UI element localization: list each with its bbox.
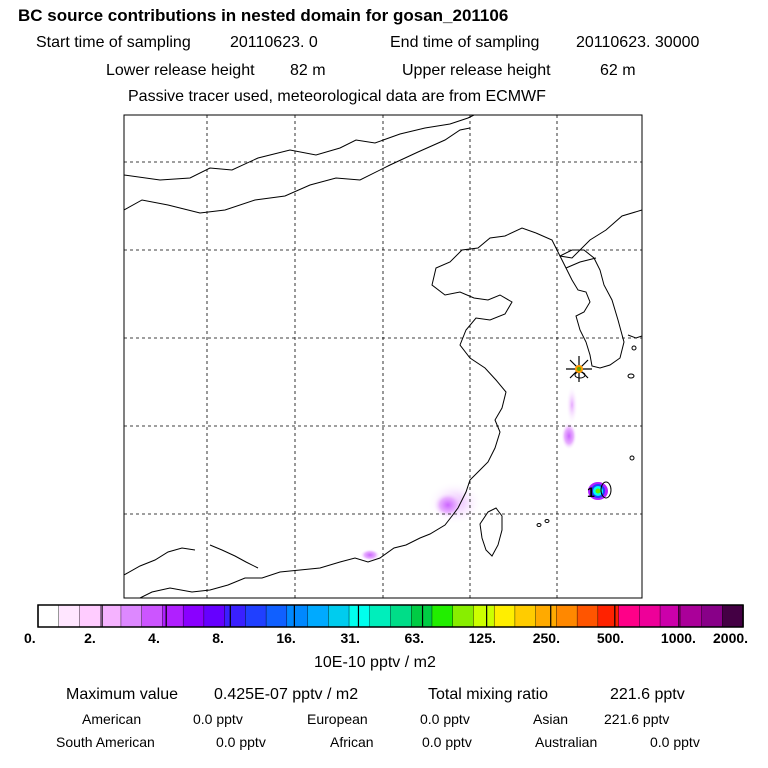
japan-fragment <box>627 334 642 339</box>
colorbar-cell <box>369 604 392 628</box>
colorbar-cell <box>493 604 516 628</box>
start-time-value: 20110623. 0 <box>230 34 318 51</box>
island-ryukyu-1 <box>600 481 612 499</box>
hainan-border <box>209 544 259 569</box>
colorbar-tick-label: 250. <box>532 630 560 646</box>
australian-value: 0.0 pptv <box>650 734 700 750</box>
colorbar-tick-label: 2000. <box>713 630 749 646</box>
island-5 <box>544 519 550 523</box>
colorbar-cell <box>203 604 226 628</box>
map-grid <box>124 115 642 598</box>
max-value-value: 0.425E-07 pptv / m2 <box>214 686 359 703</box>
lower-height-label: Lower release height <box>106 62 255 79</box>
max-value-marker: 1 <box>587 484 595 500</box>
total-mixing-value: 221.6 pptv <box>610 686 685 703</box>
asian-value: 221.6 pptv <box>604 711 670 727</box>
island-2 <box>627 373 635 379</box>
colorbar-cell <box>390 604 412 628</box>
colorbar-cell <box>535 604 558 628</box>
plume-korea-strait-2 <box>561 422 577 450</box>
colorbar-tick-label: 500. <box>596 630 625 646</box>
coastline-inner-mongolia <box>124 127 471 214</box>
colorbar-units: 10E-10 pptv / m2 <box>314 654 436 671</box>
receptor-marker <box>566 356 592 382</box>
tracer-note: Passive tracer used, meteorological data… <box>128 88 546 105</box>
african-label: African <box>330 734 374 750</box>
southwest-border <box>124 547 196 576</box>
colorbar-cell <box>328 604 350 628</box>
colorbar-tick-label: 16. <box>276 630 296 646</box>
taiwan-outline <box>479 507 503 557</box>
colorbar-cell <box>680 604 703 628</box>
colorbar-cell <box>224 604 247 628</box>
end-time-value: 20110623. 30000 <box>576 34 700 51</box>
australian-label: Australian <box>535 734 598 750</box>
colorbar-cell <box>120 604 143 628</box>
colorbar-cell <box>141 604 164 628</box>
upper-height-value: 62 m <box>600 62 636 79</box>
island-1 <box>629 455 635 461</box>
colorbar-cell <box>514 604 537 628</box>
colorbar <box>37 604 744 628</box>
colorbar-cell <box>411 604 433 628</box>
hotspot-core <box>595 488 601 494</box>
colorbar-cell <box>37 604 60 628</box>
european-label: European <box>307 711 368 727</box>
colorbar-cell <box>79 604 101 628</box>
colorbar-cell <box>348 604 371 628</box>
colorbar-cell <box>245 604 267 628</box>
colorbar-cell <box>639 604 661 628</box>
coastline-north-border <box>124 115 475 181</box>
asian-label: Asian <box>533 711 569 727</box>
colorbar-cell <box>307 604 329 628</box>
african-value: 0.0 pptv <box>422 734 472 750</box>
colorbar-tick-label: 31. <box>340 630 360 646</box>
colorbar-ticks <box>37 605 744 627</box>
colorbar-tick-label: 8. <box>212 630 224 646</box>
colorbar-tick-label: 1000. <box>660 630 696 646</box>
south-american-value: 0.0 pptv <box>216 734 266 750</box>
american-label: American <box>82 711 142 727</box>
colorbar-cell <box>701 604 723 628</box>
end-time-label: End time of sampling <box>390 34 540 51</box>
south-american-label: South American <box>56 734 155 750</box>
colorbar-cell <box>556 604 578 628</box>
map-frame <box>123 114 643 599</box>
colorbar-cell <box>182 604 205 628</box>
colorbar-tick-label: 63. <box>404 630 424 646</box>
chart-title: BC source contributions in nested domain… <box>18 6 509 25</box>
coastline-korea <box>559 249 625 369</box>
american-value: 0.0 pptv <box>193 711 243 727</box>
colorbar-cell <box>659 604 682 628</box>
colorbar-tick-label: 0. <box>24 630 36 646</box>
colorbar-cell <box>286 604 309 628</box>
colorbar-cell <box>722 604 744 628</box>
colorbar-cell <box>265 604 288 628</box>
plume-coast-south <box>360 549 380 561</box>
plume-korea-strait <box>566 385 578 425</box>
colorbar-cell <box>473 604 495 628</box>
colorbar-cell <box>100 604 122 628</box>
start-time-label: Start time of sampling <box>36 34 191 51</box>
island-3 <box>631 345 637 351</box>
coastline-northeast <box>535 209 642 259</box>
upper-height-label: Upper release height <box>402 62 551 79</box>
colorbar-cell <box>58 604 81 628</box>
european-value: 0.0 pptv <box>420 711 470 727</box>
colorbar-cell <box>431 604 454 628</box>
coastline-china-east <box>139 227 537 598</box>
island-4 <box>536 523 542 527</box>
colorbar-cell <box>452 604 475 628</box>
colorbar-cell <box>576 604 599 628</box>
max-value-label: Maximum value <box>66 686 179 703</box>
colorbar-tick-label: 125. <box>468 630 496 646</box>
colorbar-tick-label: 4. <box>148 630 160 646</box>
lower-height-value: 82 m <box>290 62 326 79</box>
colorbar-tick-label: 2. <box>84 630 96 646</box>
colorbar-cell <box>597 604 620 628</box>
total-mixing-label: Total mixing ratio <box>428 686 549 703</box>
korea-border <box>565 257 597 269</box>
colorbar-cell <box>618 604 641 628</box>
